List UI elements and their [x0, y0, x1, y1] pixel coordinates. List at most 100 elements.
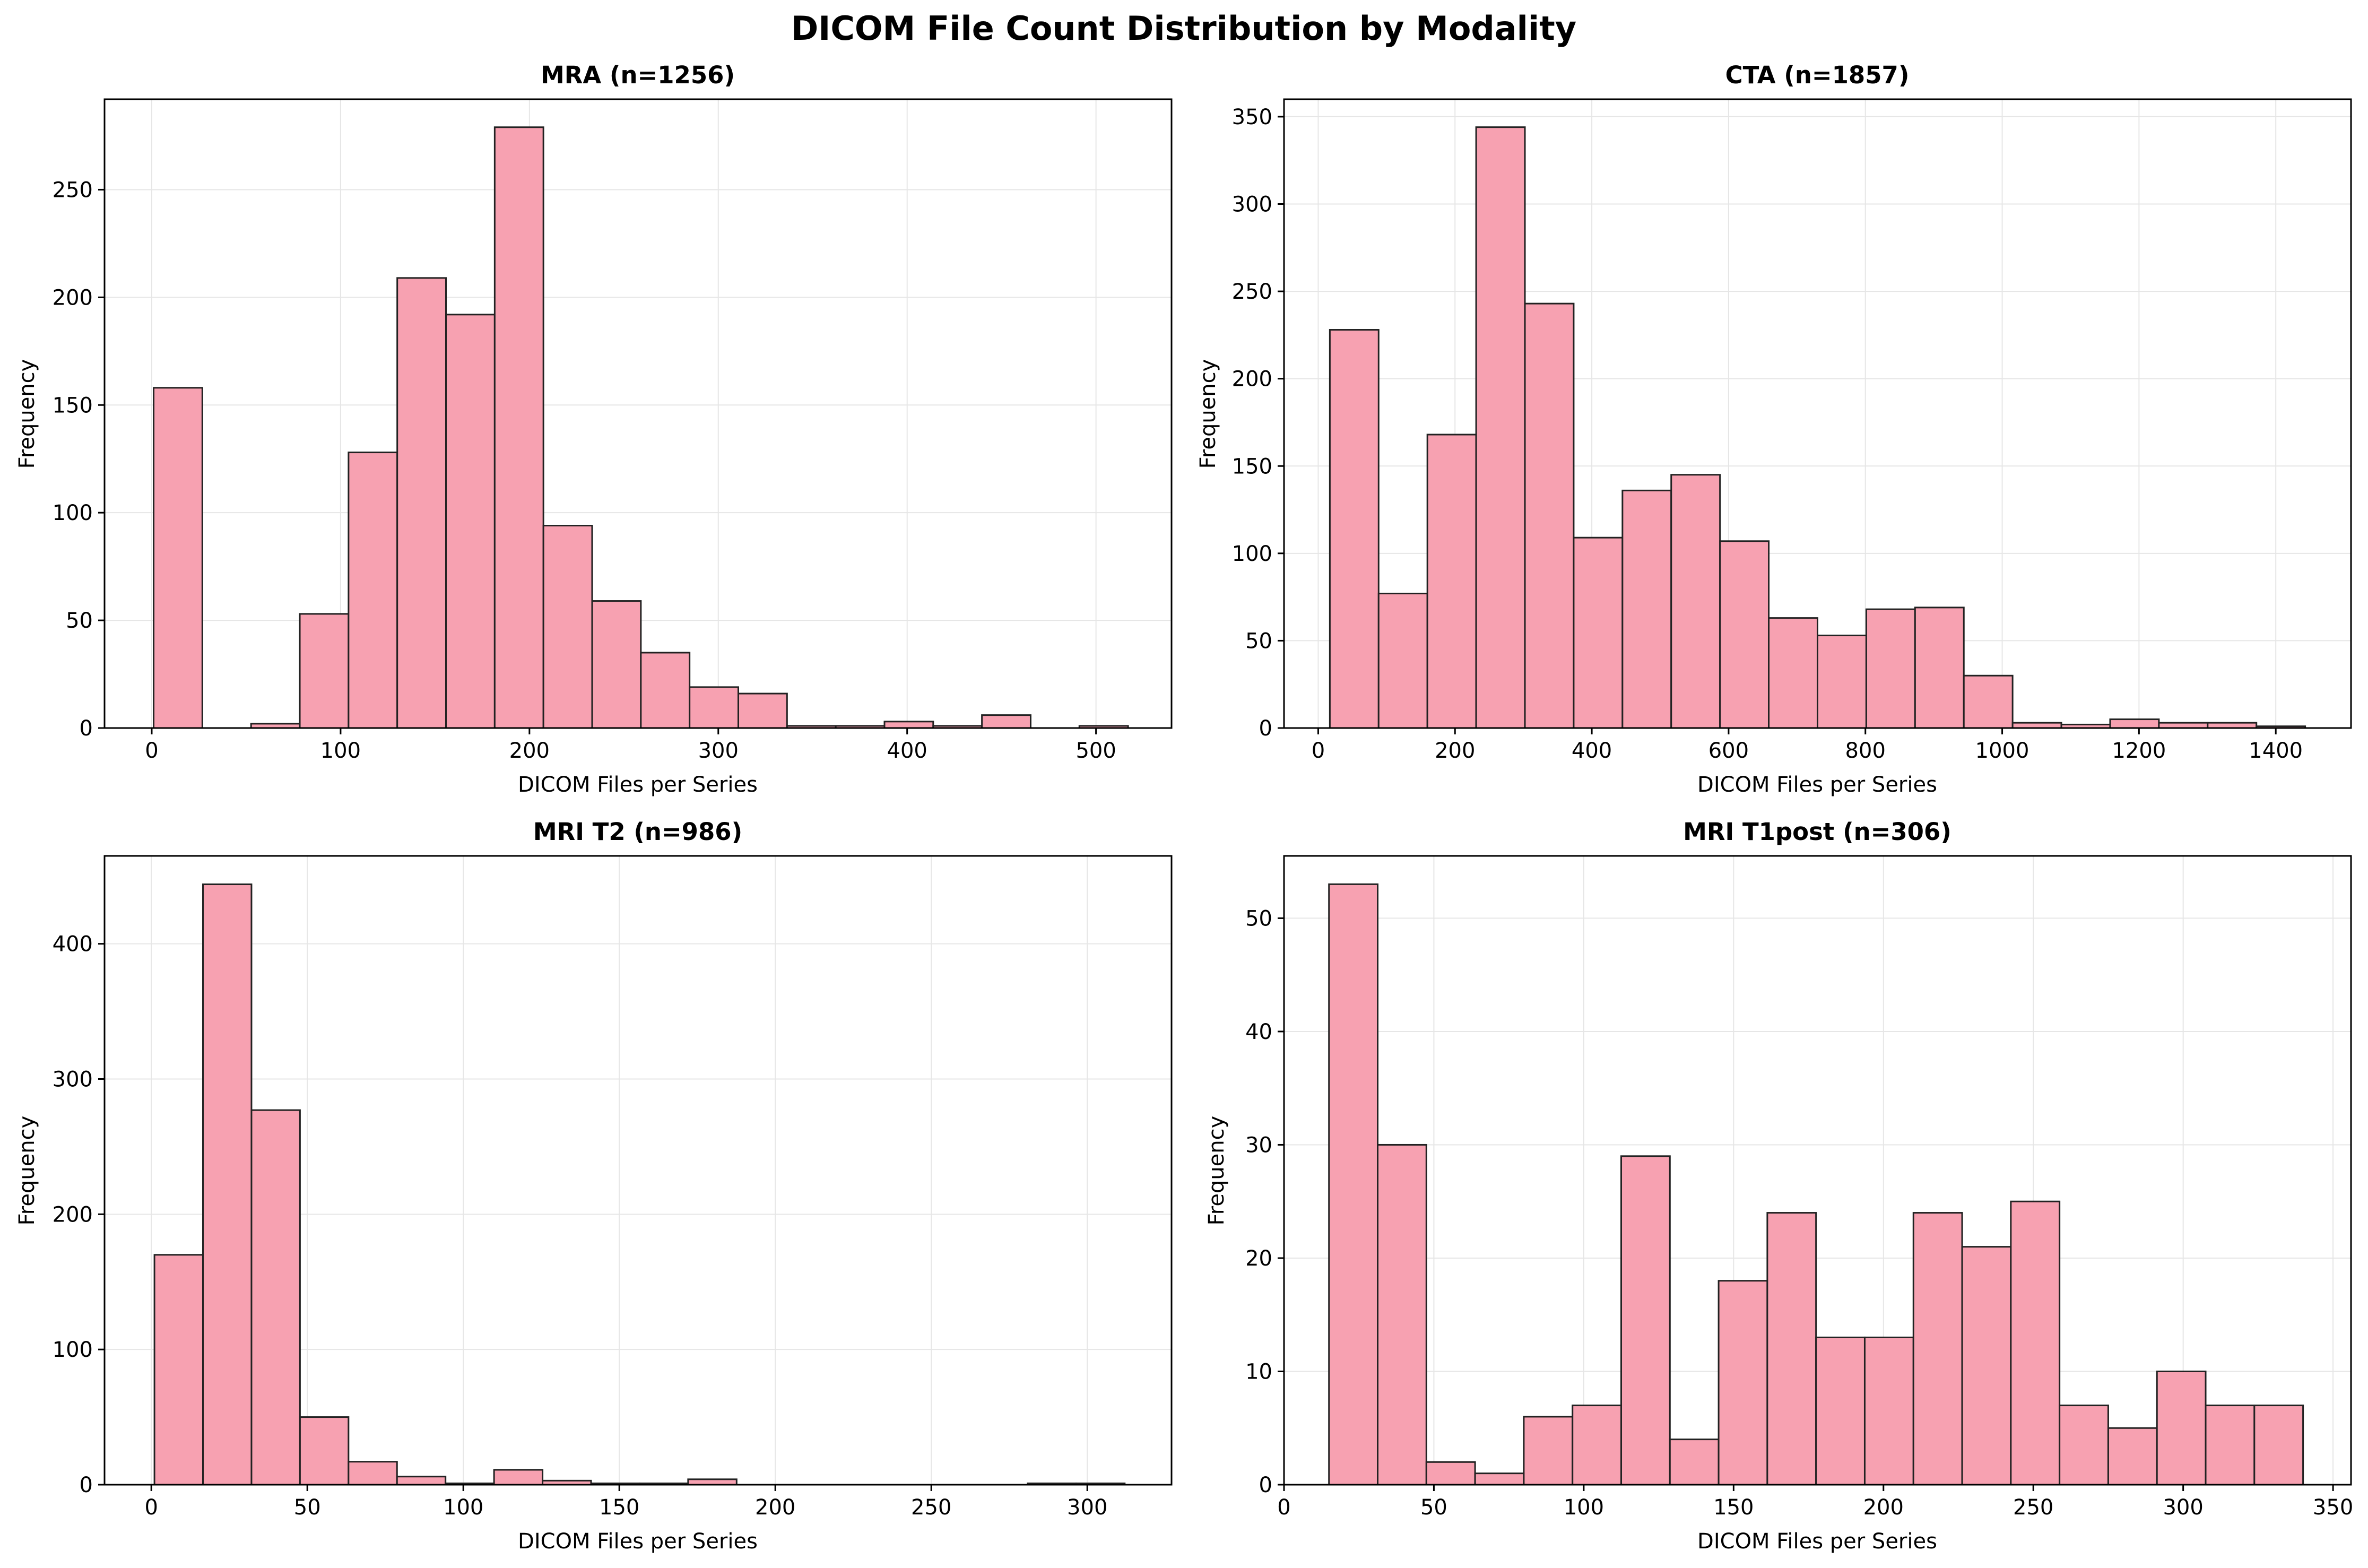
histogram-bar	[1524, 302, 1575, 729]
x-tick-label: 300	[1067, 1495, 1107, 1520]
x-tick-label: 600	[1708, 739, 1749, 763]
histogram-bar	[2205, 1405, 2256, 1486]
panel-title: MRI T1post (n=306)	[1683, 818, 1951, 846]
y-tick-label: 100	[53, 1338, 93, 1362]
x-tick-label: 1200	[2112, 739, 2166, 763]
histogram-bar	[1377, 593, 1428, 729]
x-tick-label: 150	[599, 1495, 639, 1520]
histogram-bar	[348, 452, 398, 729]
histogram-bar	[1426, 434, 1477, 729]
histogram-bar	[348, 1461, 398, 1486]
histogram-bar	[445, 314, 496, 729]
x-tick-label: 300	[2163, 1495, 2203, 1520]
histogram-bar	[1768, 617, 1818, 729]
histogram-bar	[2010, 1200, 2061, 1486]
x-tick-label: 1000	[1975, 739, 2029, 763]
x-axis-label: DICOM Files per Series	[518, 1529, 758, 1554]
histogram-bar	[1620, 1155, 1671, 1486]
x-tick-label: 350	[2313, 1495, 2353, 1520]
x-tick-label: 0	[145, 739, 158, 763]
histogram-bar	[737, 692, 788, 729]
histogram-bar	[1815, 1336, 1866, 1486]
axes-frame	[103, 98, 1173, 729]
histogram-bar	[1572, 1405, 1622, 1486]
x-tick-label: 100	[1564, 1495, 1604, 1520]
panel-title: MRI T2 (n=986)	[533, 818, 742, 846]
x-tick-label: 200	[1863, 1495, 1904, 1520]
histogram-bar	[689, 686, 739, 729]
histogram-bar	[1961, 1246, 2012, 1486]
x-axis-label: DICOM Files per Series	[1697, 773, 1937, 797]
x-tick-label: 200	[1435, 739, 1475, 763]
x-tick-label: 1400	[2249, 739, 2303, 763]
histogram-bar	[542, 525, 593, 729]
histogram-bar	[153, 387, 203, 729]
panel-title: MRA (n=1256)	[541, 61, 735, 89]
x-tick-label: 50	[1420, 1495, 1447, 1520]
histogram-bar	[591, 600, 642, 729]
x-axis-label: DICOM Files per Series	[518, 773, 758, 797]
y-tick-label: 350	[1232, 105, 1272, 129]
y-tick-label: 250	[53, 178, 93, 202]
y-tick-label: 200	[53, 285, 93, 310]
y-tick-label: 0	[80, 716, 93, 741]
x-tick-label: 200	[509, 739, 550, 763]
y-tick-label: 40	[1245, 1020, 1272, 1044]
y-tick-label: 400	[53, 932, 93, 957]
axes-frame	[1283, 855, 2352, 1486]
histogram-bar	[2253, 1405, 2304, 1486]
histogram-bar	[1573, 536, 1624, 729]
axes-frame	[103, 855, 1173, 1486]
histogram-bar	[2107, 1427, 2158, 1486]
histogram-bar	[396, 277, 447, 729]
histogram-bar	[1863, 1336, 1914, 1486]
y-tick-label: 0	[1259, 1473, 1272, 1497]
histogram-bar	[299, 613, 350, 729]
panel-mri-t2: MRI T2 (n=986) DICOM Files per Series Fr…	[15, 818, 1173, 1554]
y-tick-label: 300	[53, 1067, 93, 1091]
x-tick-label: 250	[2013, 1495, 2053, 1520]
y-tick-label: 300	[1232, 193, 1272, 217]
y-tick-label: 50	[66, 609, 93, 633]
y-tick-label: 200	[1232, 367, 1272, 392]
histogram-bar	[1621, 489, 1672, 729]
x-tick-label: 500	[1075, 739, 1116, 763]
histogram-bar	[1377, 1143, 1427, 1486]
y-tick-label: 100	[1232, 542, 1272, 566]
y-axis-label: Frequency	[1204, 1116, 1229, 1226]
histogram-bar	[299, 1416, 350, 1486]
x-tick-label: 0	[1312, 739, 1325, 763]
x-tick-label: 250	[911, 1495, 951, 1520]
x-tick-label: 200	[755, 1495, 795, 1520]
y-tick-label: 150	[1232, 454, 1272, 479]
histogram-bar	[1474, 1472, 1525, 1486]
histogram-bar	[687, 1478, 738, 1486]
y-tick-label: 10	[1245, 1359, 1272, 1384]
histogram-bar	[2109, 718, 2160, 729]
x-tick-label: 400	[887, 739, 927, 763]
y-axis-label: Frequency	[15, 359, 39, 469]
axes-frame	[1283, 98, 2352, 729]
y-tick-label: 50	[1245, 629, 1272, 653]
x-tick-label: 300	[698, 739, 739, 763]
panel-mri-t1post: MRI T1post (n=306) DICOM Files per Serie…	[1204, 818, 2353, 1554]
histogram-bar	[1523, 1416, 1574, 1486]
x-tick-label: 800	[1845, 739, 1886, 763]
histogram-bar	[1719, 540, 1770, 729]
histogram-bar	[883, 721, 934, 729]
histogram-bar	[250, 1109, 301, 1486]
x-tick-label: 400	[1572, 739, 1612, 763]
histogram-bar	[1329, 329, 1380, 729]
y-axis-label: Frequency	[1196, 359, 1220, 469]
figure-title: DICOM File Count Distribution by Modalit…	[791, 9, 1576, 48]
histogram-bar	[1865, 608, 1916, 729]
x-tick-label: 0	[144, 1495, 158, 1520]
x-tick-label: 100	[320, 739, 361, 763]
histogram-bar	[1718, 1280, 1768, 1486]
histogram-bar	[1963, 674, 2014, 729]
histogram-bar	[153, 1254, 204, 1486]
histogram-bar	[1670, 474, 1721, 729]
histogram-bar	[1914, 607, 1965, 729]
histogram-bar	[1766, 1212, 1817, 1486]
